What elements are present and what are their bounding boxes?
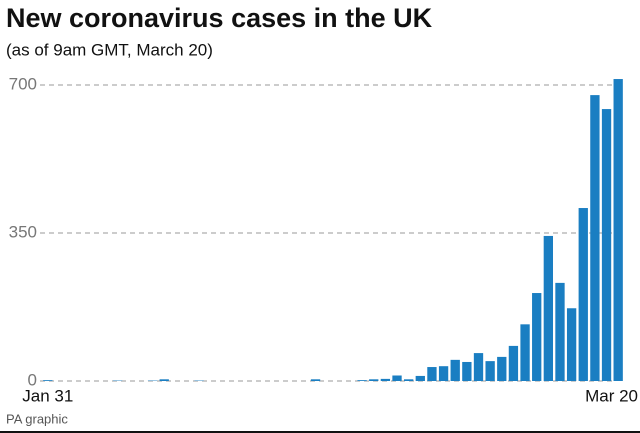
bar xyxy=(404,379,414,381)
bar xyxy=(380,378,391,381)
source: PA graphic xyxy=(6,411,68,426)
bar xyxy=(415,375,425,381)
bar xyxy=(357,380,367,381)
bar xyxy=(427,367,437,381)
chart-title: New coronavirus cases in the UK xyxy=(6,3,433,33)
bar xyxy=(473,353,484,381)
bar xyxy=(392,375,402,381)
x-tick-label: Mar 20 xyxy=(585,386,638,405)
bar xyxy=(520,324,530,381)
bar xyxy=(578,208,588,381)
x-tick-label: Jan 31 xyxy=(22,386,73,405)
bar xyxy=(438,366,449,381)
bar xyxy=(369,379,379,381)
bar xyxy=(613,79,623,381)
chart-subtitle: (as of 9am GMT, March 20) xyxy=(6,40,213,59)
bar xyxy=(543,235,553,381)
y-tick-label: 0 xyxy=(28,370,37,389)
bar xyxy=(485,361,495,381)
y-tick-label: 350 xyxy=(9,222,37,241)
bar xyxy=(508,345,519,381)
bar xyxy=(532,293,542,381)
bar xyxy=(450,359,460,381)
bar xyxy=(497,356,507,381)
bar xyxy=(310,379,321,381)
y-tick-label: 700 xyxy=(9,74,37,93)
bar xyxy=(43,380,53,381)
bar xyxy=(601,109,612,382)
bar xyxy=(555,282,565,381)
bar xyxy=(462,361,472,381)
bar xyxy=(159,379,169,381)
bar xyxy=(566,308,577,381)
bar xyxy=(590,95,600,381)
